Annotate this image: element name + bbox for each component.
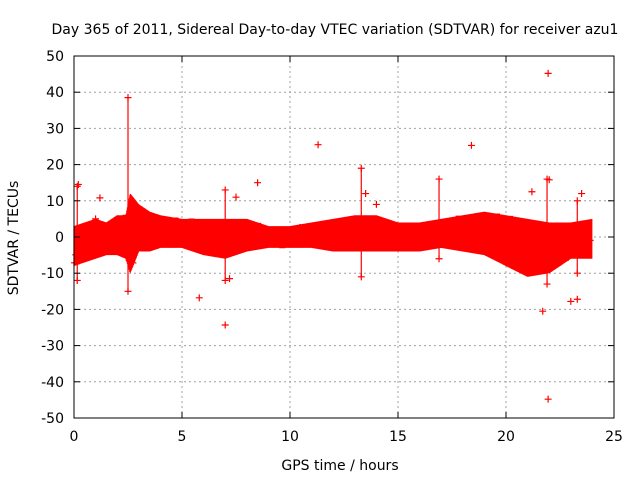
y-tick-label: -40 [41,375,64,391]
data-point [578,190,586,198]
data-point [543,280,551,288]
data-point [467,141,475,149]
data-point [195,294,203,302]
y-tick-label: -50 [41,411,64,427]
y-tick-label: -30 [41,339,64,355]
data-point [573,269,581,277]
data-point [357,164,365,172]
y-axis-ticks: -50 -40 -30 -20 -10 0 10 20 30 40 50 [41,49,614,427]
y-tick-label: 30 [46,121,64,137]
data-point [435,255,443,263]
data-point [74,181,82,189]
data-point [573,295,581,303]
y-tick-label: 0 [55,230,64,246]
y-axis-label: SDTVAR / TECUs [6,181,22,296]
data-spikes [73,94,581,295]
data-point [314,141,322,149]
y-tick-label: 40 [46,85,64,101]
data-point [254,179,262,187]
data-point [232,193,240,201]
x-tick-label: 5 [178,429,187,445]
y-tick-label: -10 [41,266,64,282]
data-points [74,69,586,403]
y-tick-label: 20 [46,158,64,174]
data-point [539,307,547,315]
data-point [73,276,81,284]
x-tick-label: 25 [605,429,623,445]
x-tick-label: 0 [70,429,79,445]
data-point [372,200,380,208]
x-tick-label: 20 [497,429,515,445]
data-point [544,395,552,403]
data-point [221,321,229,329]
data-point [221,276,229,284]
x-tick-label: 10 [281,429,299,445]
data-point [528,188,536,196]
data-point [545,176,553,184]
y-tick-label: 50 [46,49,64,65]
data-point [96,194,104,202]
data-point [573,197,581,205]
data-point [362,190,370,198]
data-point [567,297,575,305]
x-axis-label: GPS time / hours [281,458,398,474]
data-point [124,94,132,102]
data-point [92,215,100,223]
y-tick-label: -20 [41,302,64,318]
data-point [544,69,552,77]
data-point [357,273,365,281]
x-axis-ticks: 0 5 10 15 20 25 [70,56,623,445]
data-point [435,175,443,183]
chart-title: Day 365 of 2011, Sidereal Day-to-day VTE… [52,22,619,38]
data-point [226,275,234,283]
data-point [221,186,229,194]
x-tick-label: 15 [389,429,407,445]
y-tick-label: 10 [46,194,64,210]
data-point [124,287,132,295]
